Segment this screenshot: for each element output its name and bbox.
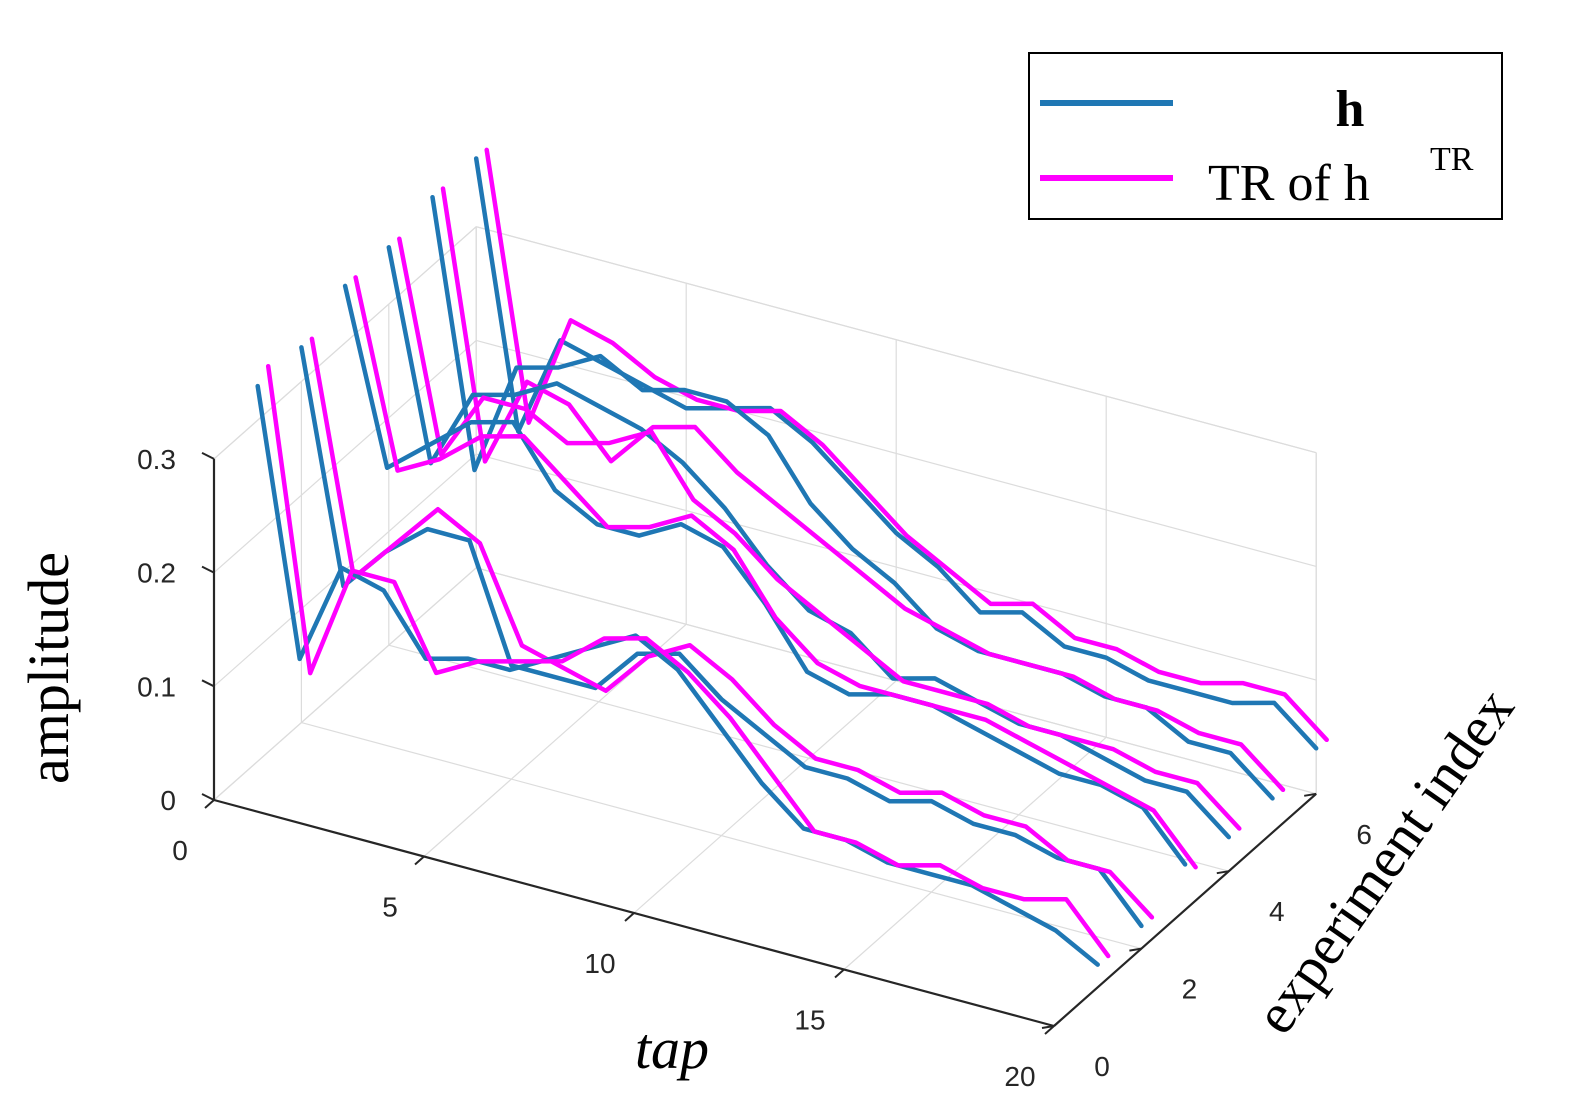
grid-line-floor-x (843, 736, 1107, 970)
z-tick-label: 0.3 (137, 444, 176, 475)
legend-box (1028, 52, 1503, 220)
legend-label-tr: TR of h (1208, 155, 1370, 212)
x-tick-mark (414, 855, 425, 866)
axes-layer (212, 458, 1317, 1028)
grid-line-back-z (476, 339, 1317, 567)
z-tick-mark (201, 679, 215, 688)
z-tick-mark (201, 565, 215, 574)
x-tick-label: 15 (794, 1005, 825, 1036)
legend-label-tr-sup: TR (1430, 141, 1474, 178)
series-line-tr-exp6 (484, 147, 1329, 743)
z-axis-title: amplitude (16, 552, 81, 784)
grid-line-floor-x (633, 680, 897, 914)
z-tick-mark (201, 793, 215, 801)
grid-line-back-z (476, 453, 1317, 681)
box-edge (476, 226, 1317, 454)
grid-line-left-z (213, 567, 477, 801)
z-tick-mark (201, 452, 215, 460)
z-tick-label: 0.2 (137, 558, 176, 589)
grid-line-floor-y (388, 644, 1229, 872)
series-line-tr-exp4 (397, 236, 1242, 831)
x-tick-label: 10 (584, 948, 615, 979)
y-tick-label: 2 (1182, 974, 1198, 1005)
x-tick-label: 20 (1004, 1061, 1035, 1092)
ticks-layer: 0 5 10 15 20 0 2 4 6 0 0.1 0.2 0.3 (137, 444, 1372, 1092)
z-tick-label: 0.1 (137, 671, 176, 702)
x-tick-mark (204, 799, 215, 809)
series-line-h-exp1 (255, 383, 1100, 967)
legend-label-tr-main: TR of h (1208, 155, 1370, 212)
grid-layer (213, 226, 1317, 1027)
y-axis-line (1053, 792, 1317, 1027)
series-line-tr-exp2 (309, 336, 1155, 920)
series-line-tr-exp5 (440, 186, 1286, 793)
z-tick-label: 0 (160, 785, 176, 816)
y-tick-mark (1041, 1025, 1055, 1029)
y-tick-mark (1129, 947, 1142, 952)
y-tick-label: 4 (1269, 896, 1285, 927)
y-axis-title: experiment index (1241, 677, 1526, 1045)
grid-line-floor-y (301, 722, 1142, 950)
x-tick-mark (834, 968, 845, 979)
series-line-tr-exp1 (265, 363, 1111, 959)
grid-line-back-z (476, 567, 1317, 795)
y-tick-label: 0 (1094, 1051, 1110, 1082)
x-tick-mark (1044, 1025, 1055, 1035)
legend-label-h: h (1336, 81, 1365, 138)
x-tick-label: 0 (172, 835, 188, 866)
y-tick-label: 6 (1356, 819, 1372, 850)
grid-line-left-z (213, 339, 477, 574)
series-line-tr-exp3 (353, 275, 1198, 870)
x-tick-label: 5 (382, 892, 398, 923)
series-layer (255, 147, 1329, 967)
y-tick-mark (1304, 792, 1317, 797)
y-tick-mark (1216, 870, 1229, 875)
x-tick-mark (624, 912, 635, 922)
legend: h TR of h TR (1028, 52, 1503, 220)
x-axis-title: tap (635, 1016, 709, 1081)
series-line-h-exp2 (299, 345, 1144, 929)
box-edge (213, 226, 477, 460)
series-line-h-exp4 (386, 245, 1232, 840)
